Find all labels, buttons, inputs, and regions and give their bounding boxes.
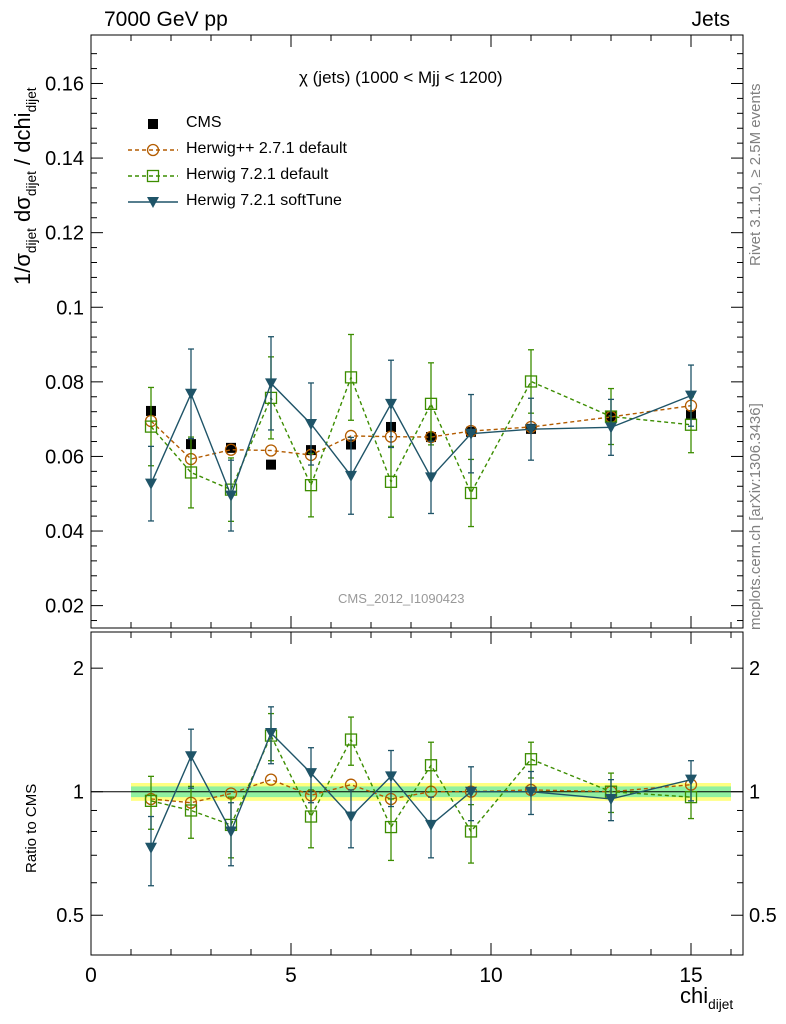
ratio-point-herwig-7-2-1-softtune: [305, 768, 317, 780]
y-tick-label: 0.12: [45, 223, 84, 245]
ratio-point-herwig-7-2-1-default: [524, 753, 538, 766]
ratio-y-tick-label-right: 0.5: [749, 905, 777, 927]
data-point-herwig-7-2-1-softtune: [605, 422, 617, 434]
ratio-point-herwig-7-2-1-softtune: [685, 774, 697, 786]
y-axis-label: 1/σdijet dσdijet / dchidijet: [10, 87, 40, 285]
data-point-herwig-7-2-1-default: [384, 475, 398, 488]
main-frame: [90, 34, 744, 629]
ratio-y-tick-label: 2: [73, 658, 84, 680]
ratio-line-herwig-7-2-1-default: [150, 733, 692, 833]
ratio-point-herwig-7-2-1-default: [184, 804, 198, 817]
data-point-herwig-7-2-1-softtune: [345, 470, 357, 482]
ratio-line-herwig-7-2-1-softtune: [150, 731, 692, 849]
ratio-point-herwig-7-2-1-default: [464, 825, 478, 838]
data-point-herwig-7-2-1-softtune: [145, 478, 157, 490]
data-point-herwig-7-2-1-softtune: [225, 490, 237, 502]
data-point-cms: [226, 442, 236, 453]
legend-marker-herwig-7-2-1-softtune: [147, 197, 159, 208]
data-point-herwig-7-2-1-default: [524, 375, 538, 388]
ratio-point-herwig-7-2-1-softtune: [185, 751, 197, 763]
y-tick-label: 0.1: [56, 297, 84, 319]
data-point-herwig-7-2-1-default: [144, 420, 158, 433]
ratio-point-herwig-2-7-1-default: [264, 773, 278, 786]
legend-marker-herwig-2-7-1-default: [146, 143, 160, 157]
x-tick-label: 15: [679, 964, 702, 987]
ratio-panel: 0 5 10 15 0.5 0.5 1 1 2 2: [56, 631, 777, 987]
data-point-herwig-7-2-1-softtune: [185, 388, 197, 400]
ratio-point-herwig-7-2-1-default: [304, 810, 318, 823]
data-point-herwig-7-2-1-default: [304, 479, 318, 492]
data-point-herwig-7-2-1-softtune: [305, 418, 317, 430]
data-point-herwig-2-7-1-default: [264, 444, 278, 457]
ratio-frame: [90, 631, 744, 956]
ratio-point-herwig-7-2-1-softtune: [225, 826, 237, 838]
series-line-herwig-7-2-1-default: [150, 375, 692, 495]
ratio-y-tick-label: 0.5: [56, 905, 84, 927]
legend-entry-herwigpp-271-default: Herwig++ 2.7.1 default: [186, 140, 347, 157]
series-line-herwig-2-7-1-default: [150, 405, 692, 460]
x-tick-label: 5: [285, 964, 297, 987]
ratio-point-herwig-7-2-1-softtune: [385, 771, 397, 783]
data-point-herwig-7-2-1-default: [464, 486, 478, 500]
legend-marker-cms: [148, 119, 158, 129]
ratio-point-herwig-7-2-1-softtune: [265, 728, 277, 740]
ratio-point-herwig-7-2-1-softtune: [425, 819, 437, 831]
ratio-point-herwig-7-2-1-softtune: [345, 811, 357, 823]
data-point-herwig-7-2-1-softtune: [525, 424, 537, 436]
x-tick-label: 0: [85, 964, 97, 987]
ratio-y-tick-label: 1: [73, 782, 84, 804]
data-point-herwig-2-7-1-default: [224, 443, 238, 456]
y-tick-label: 0.06: [45, 446, 84, 468]
data-point-herwig-7-2-1-default: [344, 371, 358, 384]
header-right: Jets: [691, 8, 730, 31]
ratio-point-herwig-7-2-1-default: [144, 794, 158, 807]
y-tick-label: 0.04: [45, 521, 84, 543]
series-line-herwig-7-2-1-softtune: [150, 382, 692, 498]
ratio-point-herwig-7-2-1-softtune: [145, 842, 157, 854]
data-point-herwig-7-2-1-softtune: [265, 378, 277, 390]
ratio-point-herwig-7-2-1-default: [344, 733, 358, 746]
main-panel: 0.02 0.04 0.06 0.08 0.1 0.12 0.14 0.16: [45, 34, 744, 629]
y-tick-label: 0.16: [45, 73, 84, 95]
data-point-herwig-7-2-1-softtune: [425, 472, 437, 484]
ratio-y-tick-label-right: 1: [749, 782, 760, 804]
legend-entry-herwig-721-default: Herwig 7.2.1 default: [186, 166, 329, 183]
data-point-herwig-7-2-1-default: [424, 397, 438, 411]
ratio-point-herwig-7-2-1-softtune: [465, 786, 477, 798]
ratio-y-tick-label-right: 2: [749, 658, 760, 680]
data-point-herwig-7-2-1-softtune: [385, 398, 397, 410]
legend-entry-cms: CMS: [186, 114, 222, 131]
legend-entry-herwig-721-softtune: Herwig 7.2.1 softTune: [186, 192, 342, 209]
side-label-bottom: mcplots.cern.ch [arXiv:1306.3436]: [747, 403, 764, 630]
watermark: CMS_2012_I1090423: [338, 591, 465, 606]
data-point-cms: [266, 459, 276, 470]
x-axis-label: chidijet: [680, 983, 734, 1013]
data-point-herwig-7-2-1-softtune: [685, 390, 697, 402]
data-point-herwig-7-2-1-softtune: [465, 428, 477, 440]
header-left: 7000 GeV pp: [104, 8, 228, 31]
ratio-point-herwig-7-2-1-softtune: [605, 793, 617, 805]
ratio-point-herwig-7-2-1-softtune: [525, 786, 537, 798]
plot-title: χ (jets) (1000 < Mjj < 1200): [299, 68, 503, 87]
ratio-point-herwig-7-2-1-default: [424, 759, 438, 772]
y-tick-label: 0.02: [45, 596, 84, 618]
x-tick-label: 10: [479, 964, 502, 987]
ratio-y-axis-label: Ratio to CMS: [23, 783, 40, 873]
y-tick-label: 0.08: [45, 372, 84, 394]
side-label-top: Rivet 3.1.10, ≥ 2.5M events: [747, 83, 764, 267]
data-point-herwig-7-2-1-default: [184, 466, 198, 479]
y-tick-label: 0.14: [45, 148, 84, 170]
legend-marker-herwig-7-2-1-default: [146, 169, 160, 183]
ratio-point-herwig-7-2-1-default: [384, 820, 398, 834]
